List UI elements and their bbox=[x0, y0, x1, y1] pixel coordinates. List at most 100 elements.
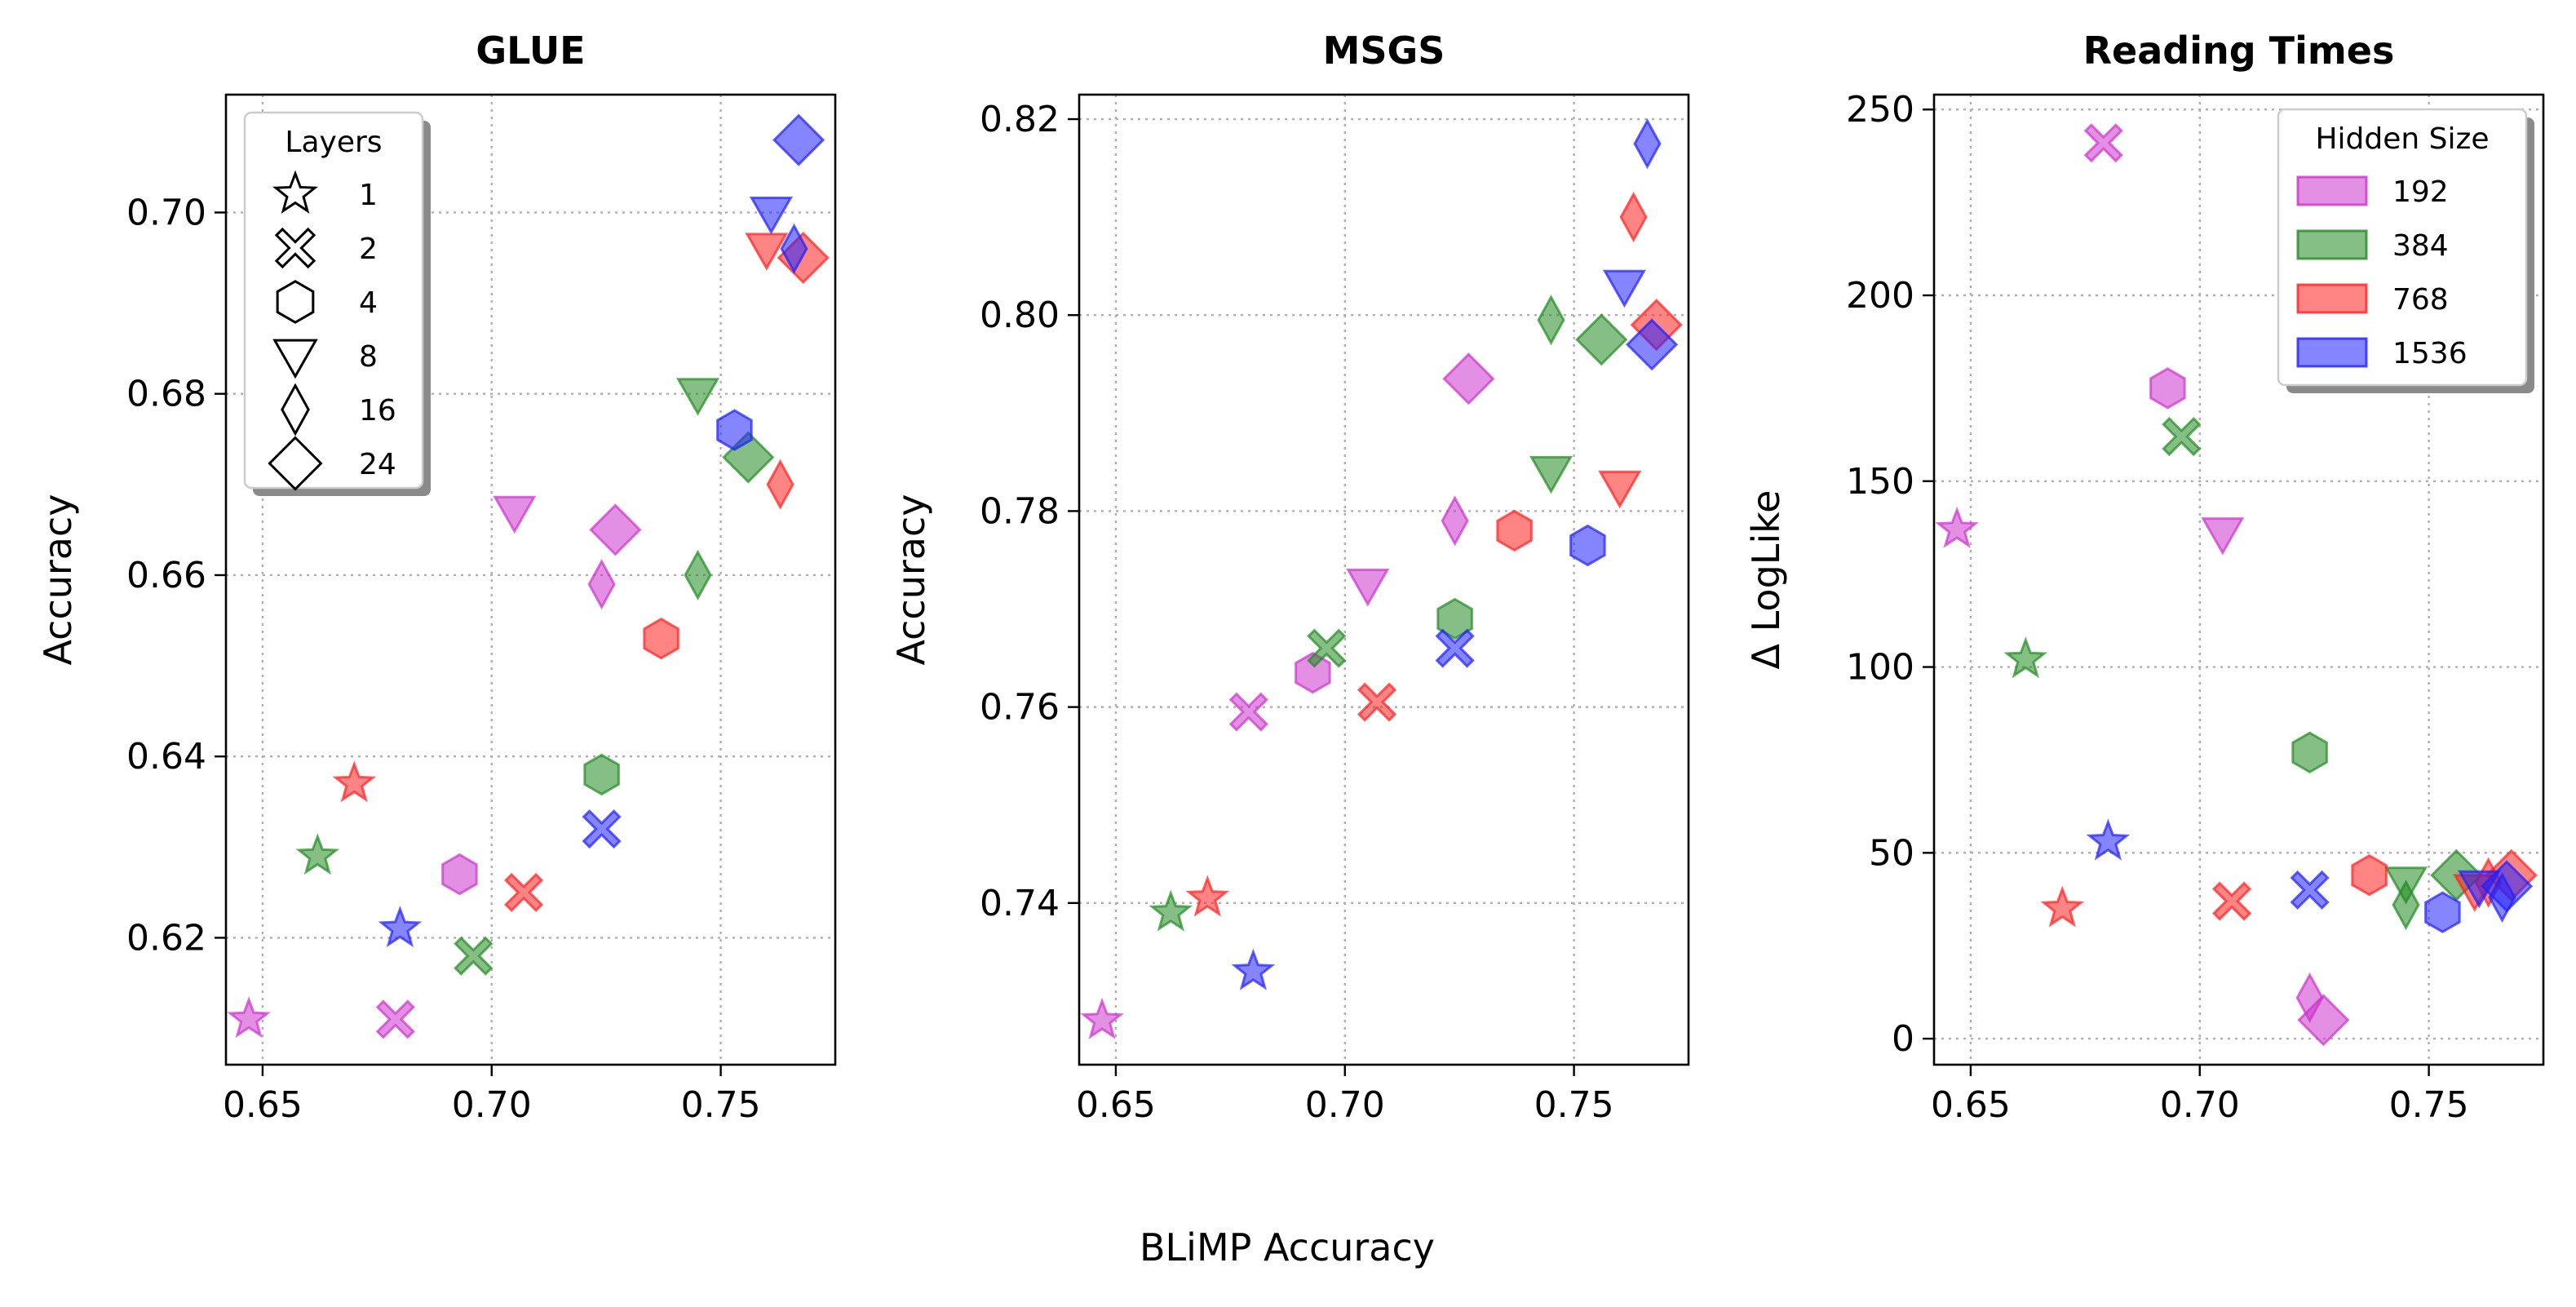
legend-marker-star bbox=[272, 170, 319, 214]
y-axis-label: Δ LogLike bbox=[1744, 490, 1788, 670]
legend-box bbox=[243, 111, 424, 490]
data-point bbox=[1307, 628, 1347, 668]
data-point bbox=[454, 936, 494, 976]
legend-label: 4 bbox=[359, 286, 378, 320]
data-point bbox=[1435, 628, 1475, 668]
data-point bbox=[749, 197, 793, 235]
data-point bbox=[675, 378, 720, 416]
y-tick-label: 0.70 bbox=[126, 192, 206, 233]
data-point bbox=[378, 906, 423, 948]
legend-label: 2 bbox=[359, 233, 378, 266]
data-point bbox=[1496, 509, 1533, 552]
data-point bbox=[1602, 269, 1646, 308]
data-point bbox=[295, 833, 340, 875]
y-tick-label: 50 bbox=[1869, 832, 1914, 874]
data-point bbox=[772, 113, 825, 166]
data-point bbox=[2424, 891, 2461, 933]
y-tick-label: 0.82 bbox=[980, 99, 1060, 140]
data-point bbox=[1633, 117, 1662, 170]
panel-reading-times: 0.65 0.70 0.75 0 50 100 150 200 250 Reading Times… bbox=[1744, 29, 2545, 1126]
data-point bbox=[503, 872, 544, 913]
chart-title-reading-times: Reading Times bbox=[2083, 29, 2395, 73]
data-point bbox=[1575, 313, 1628, 366]
data-point bbox=[1357, 682, 1397, 722]
data-point bbox=[2201, 517, 2245, 556]
legend-swatch bbox=[2296, 283, 2368, 314]
legend-swatch bbox=[2296, 229, 2368, 260]
data-point bbox=[375, 999, 415, 1039]
y-tick-label: 150 bbox=[1846, 461, 1914, 503]
x-tick-label: 0.70 bbox=[2160, 1084, 2240, 1126]
data-point bbox=[643, 617, 679, 660]
x-tick-label: 0.65 bbox=[1931, 1084, 2011, 1126]
x-tick-label: 0.75 bbox=[681, 1084, 761, 1126]
data-point bbox=[2086, 818, 2131, 861]
y-tick-label: 0.68 bbox=[126, 374, 206, 415]
data-point bbox=[2003, 636, 2048, 679]
data-point bbox=[332, 760, 377, 803]
panel-msgs: 0.65 0.70 0.75 0.74 0.76 0.78 0.80 0.82 MSGS Accu… bbox=[889, 29, 1690, 1126]
data-point bbox=[2291, 731, 2328, 774]
x-tick-label: 0.70 bbox=[452, 1084, 532, 1126]
legend-label: 24 bbox=[359, 448, 396, 481]
y-tick-label: 0 bbox=[1892, 1018, 1914, 1060]
data-point bbox=[780, 223, 808, 275]
data-point bbox=[441, 853, 478, 896]
data-point bbox=[1149, 889, 1193, 932]
plot-frame bbox=[1078, 93, 1690, 1066]
y-tick-label: 0.62 bbox=[126, 917, 206, 959]
y-tick-label: 100 bbox=[1846, 647, 1914, 689]
data-point bbox=[1625, 318, 1679, 371]
data-point bbox=[1295, 651, 1331, 694]
data-point bbox=[587, 558, 616, 610]
data-point bbox=[2211, 881, 2252, 921]
data-point bbox=[227, 996, 272, 1039]
x-tick-label: 0.75 bbox=[1534, 1084, 1614, 1126]
legend-label: 16 bbox=[359, 394, 396, 428]
legend-marker-hexagon bbox=[276, 280, 315, 324]
legend-swatch bbox=[2296, 175, 2368, 206]
y-axis-label: Accuracy bbox=[889, 494, 933, 665]
legend-marker-diamond bbox=[268, 436, 323, 491]
y-tick-label: 0.78 bbox=[980, 490, 1060, 532]
data-point bbox=[2297, 994, 2350, 1047]
data-point bbox=[1442, 352, 1495, 405]
y-axis-label: Accuracy bbox=[36, 494, 80, 665]
legend-swatch bbox=[2296, 337, 2368, 368]
legend-label: 384 bbox=[2392, 229, 2449, 263]
y-tick-label: 250 bbox=[1846, 89, 1914, 131]
x-tick-label: 0.70 bbox=[1305, 1084, 1385, 1126]
chart-title-msgs: MSGS bbox=[1323, 29, 1445, 73]
data-point bbox=[1619, 191, 1648, 243]
legend-marker-x bbox=[274, 227, 316, 269]
data-point bbox=[1346, 569, 1390, 607]
legend-label: 1536 bbox=[2392, 337, 2468, 370]
data-point bbox=[583, 753, 620, 796]
data-point bbox=[1228, 692, 1268, 732]
legend-hidden-size: Hidden Size 192 384 768 1536 bbox=[2277, 108, 2534, 393]
y-tick-label: 200 bbox=[1846, 275, 1914, 317]
chart-title-glue: GLUE bbox=[476, 29, 585, 73]
shared-x-axis-label: BLiMP Accuracy bbox=[1140, 1225, 1435, 1269]
legend-marker-triangle-down bbox=[272, 339, 318, 379]
data-point bbox=[716, 409, 753, 451]
data-point bbox=[1598, 470, 1642, 509]
data-point bbox=[1080, 997, 1125, 1039]
data-point bbox=[493, 495, 537, 534]
legend-label: 192 bbox=[2392, 175, 2449, 209]
y-tick-label: 0.64 bbox=[126, 736, 206, 778]
data-point bbox=[745, 233, 789, 271]
legend-marker-thin-diamond bbox=[281, 383, 310, 436]
legend-label: 768 bbox=[2392, 283, 2449, 317]
panel-glue: 0.65 0.70 0.75 0.62 0.64 0.66 0.68 0.70 GLUE Accu… bbox=[36, 29, 837, 1126]
data-point bbox=[2149, 367, 2186, 410]
x-tick-label: 0.65 bbox=[1076, 1084, 1156, 1126]
data-point bbox=[2392, 879, 2420, 931]
data-point bbox=[684, 549, 712, 601]
data-point bbox=[2162, 416, 2202, 457]
y-tick-label: 0.74 bbox=[980, 883, 1060, 924]
data-point bbox=[1185, 875, 1230, 917]
legend-label: 8 bbox=[359, 340, 378, 374]
